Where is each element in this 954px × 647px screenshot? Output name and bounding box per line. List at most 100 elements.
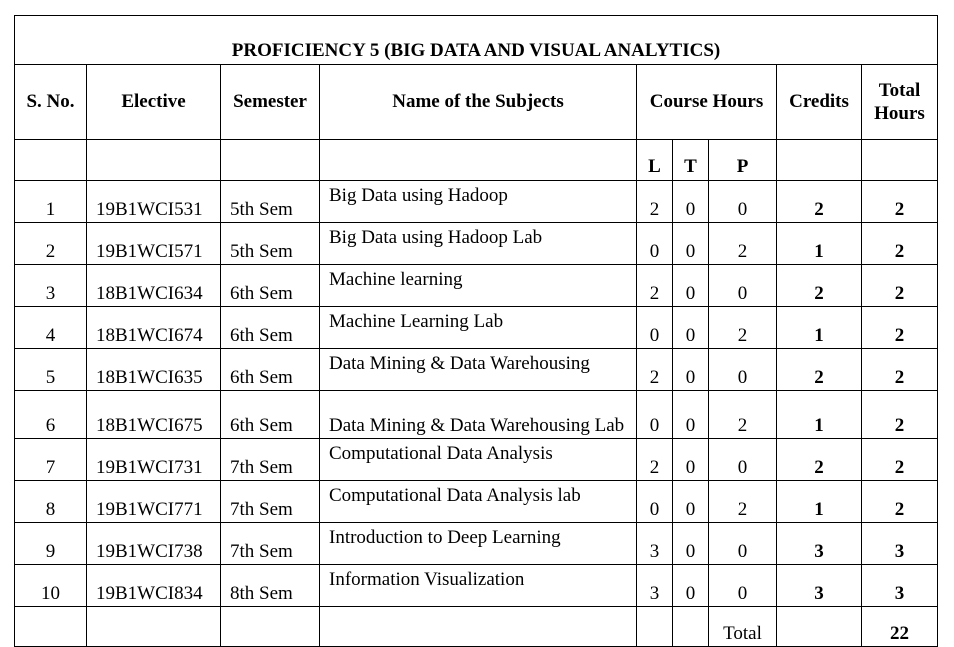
row-sno: 5 (14, 348, 87, 391)
row-subject: Computational Data Analysis lab (319, 480, 637, 523)
row-credits: 3 (776, 522, 862, 565)
row-sno: 2 (14, 222, 87, 265)
row-credits: 2 (776, 348, 862, 391)
row-subject: Machine Learning Lab (319, 306, 637, 349)
row-elective: 18B1WCI674 (86, 306, 221, 349)
header-row: S. No. Elective Semester Name of the Sub… (14, 64, 938, 140)
row-total-hours: 2 (861, 438, 938, 481)
row-semester: 5th Sem (220, 222, 320, 265)
empty-cell (86, 606, 221, 647)
row-total-hours: 2 (861, 180, 938, 223)
row-l-hours: 2 (636, 180, 673, 223)
row-subject: Data Mining & Data Warehousing (319, 348, 637, 391)
subheader-p: P (708, 139, 777, 181)
row-sno: 1 (14, 180, 87, 223)
row-elective: 18B1WCI635 (86, 348, 221, 391)
table-row: 1 19B1WCI531 5th Sem Big Data using Hadoop 2… (14, 180, 938, 223)
header-credits: Credits (776, 64, 862, 140)
empty-cell (861, 139, 938, 181)
row-sno: 6 (14, 390, 87, 439)
row-elective: 19B1WCI834 (86, 564, 221, 607)
row-subject: Machine learning (319, 264, 637, 307)
row-subject: Big Data using Hadoop Lab (319, 222, 637, 265)
table-row: 6 18B1WCI675 6th Sem Data Mining & Data War… (14, 390, 938, 439)
table-title: PROFICIENCY 5 (BIG DATA AND VISUAL ANALY… (14, 15, 938, 65)
row-subject: Introduction to Deep Learning (319, 522, 637, 565)
row-credits: 3 (776, 564, 862, 607)
row-semester: 6th Sem (220, 390, 320, 439)
empty-cell (220, 606, 320, 647)
row-total-hours: 2 (861, 390, 938, 439)
empty-cell (776, 606, 862, 647)
row-credits: 1 (776, 222, 862, 265)
row-semester: 7th Sem (220, 438, 320, 481)
header-course-hours: Course Hours (636, 64, 777, 140)
table-row: 4 18B1WCI674 6th Sem Machine Learning Lab 0 0… (14, 306, 938, 349)
row-l-hours: 2 (636, 348, 673, 391)
row-t-hours: 0 (672, 438, 709, 481)
empty-cell (319, 139, 637, 181)
row-elective: 19B1WCI731 (86, 438, 221, 481)
row-credits: 1 (776, 306, 862, 349)
row-semester: 6th Sem (220, 264, 320, 307)
row-total-hours: 3 (861, 564, 938, 607)
header-subject: Name of the Subjects (319, 64, 637, 140)
row-t-hours: 0 (672, 564, 709, 607)
proficiency-document: PROFICIENCY 5 (BIG DATA AND VISUAL ANALY… (14, 15, 938, 647)
row-credits: 2 (776, 264, 862, 307)
row-l-hours: 0 (636, 480, 673, 523)
row-semester: 6th Sem (220, 306, 320, 349)
row-semester: 5th Sem (220, 180, 320, 223)
table-row: 5 18B1WCI635 6th Sem Data Mining & Data War… (14, 348, 938, 391)
row-l-hours: 3 (636, 522, 673, 565)
row-total-hours: 2 (861, 348, 938, 391)
row-p-hours: 2 (708, 306, 777, 349)
row-t-hours: 0 (672, 348, 709, 391)
row-p-hours: 2 (708, 390, 777, 439)
total-label: Total (708, 606, 777, 647)
row-semester: 7th Sem (220, 480, 320, 523)
row-p-hours: 0 (708, 438, 777, 481)
header-sno: S. No. (14, 64, 87, 140)
row-semester: 8th Sem (220, 564, 320, 607)
row-l-hours: 0 (636, 390, 673, 439)
row-total-hours: 3 (861, 522, 938, 565)
row-l-hours: 2 (636, 264, 673, 307)
row-credits: 1 (776, 480, 862, 523)
empty-cell (319, 606, 637, 647)
row-t-hours: 0 (672, 222, 709, 265)
row-p-hours: 0 (708, 348, 777, 391)
row-credits: 2 (776, 438, 862, 481)
empty-cell (14, 606, 87, 647)
row-elective: 19B1WCI771 (86, 480, 221, 523)
row-elective: 18B1WCI675 (86, 390, 221, 439)
row-t-hours: 0 (672, 306, 709, 349)
empty-cell (672, 606, 709, 647)
row-credits: 1 (776, 390, 862, 439)
empty-cell (86, 139, 221, 181)
table-row: 2 19B1WCI571 5th Sem Big Data using Hadoop … (14, 222, 938, 265)
row-l-hours: 0 (636, 306, 673, 349)
subheader-row: L T P (14, 139, 938, 181)
row-sno: 8 (14, 480, 87, 523)
header-elective: Elective (86, 64, 221, 140)
row-l-hours: 3 (636, 564, 673, 607)
row-semester: 7th Sem (220, 522, 320, 565)
row-sno: 9 (14, 522, 87, 565)
empty-cell (14, 139, 87, 181)
row-p-hours: 0 (708, 522, 777, 565)
row-sno: 4 (14, 306, 87, 349)
table-row: 8 19B1WCI771 7th Sem Computational Data Ana… (14, 480, 938, 523)
row-sno: 7 (14, 438, 87, 481)
row-total-hours: 2 (861, 264, 938, 307)
empty-cell (220, 139, 320, 181)
row-elective: 19B1WCI738 (86, 522, 221, 565)
row-total-hours: 2 (861, 306, 938, 349)
row-elective: 18B1WCI634 (86, 264, 221, 307)
row-p-hours: 0 (708, 180, 777, 223)
header-semester: Semester (220, 64, 320, 140)
row-sno: 3 (14, 264, 87, 307)
empty-cell (776, 139, 862, 181)
row-p-hours: 2 (708, 480, 777, 523)
row-t-hours: 0 (672, 264, 709, 307)
